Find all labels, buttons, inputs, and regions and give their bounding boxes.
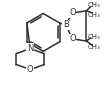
Text: O: O bbox=[69, 8, 76, 17]
Text: CH₃: CH₃ bbox=[87, 44, 100, 50]
Text: O: O bbox=[27, 65, 34, 74]
Text: CH₃: CH₃ bbox=[87, 12, 100, 18]
Text: CH₃: CH₃ bbox=[87, 34, 100, 40]
Text: CH₃: CH₃ bbox=[87, 2, 100, 8]
Text: N: N bbox=[27, 44, 33, 53]
Text: B: B bbox=[63, 20, 69, 29]
Text: O: O bbox=[69, 34, 76, 43]
